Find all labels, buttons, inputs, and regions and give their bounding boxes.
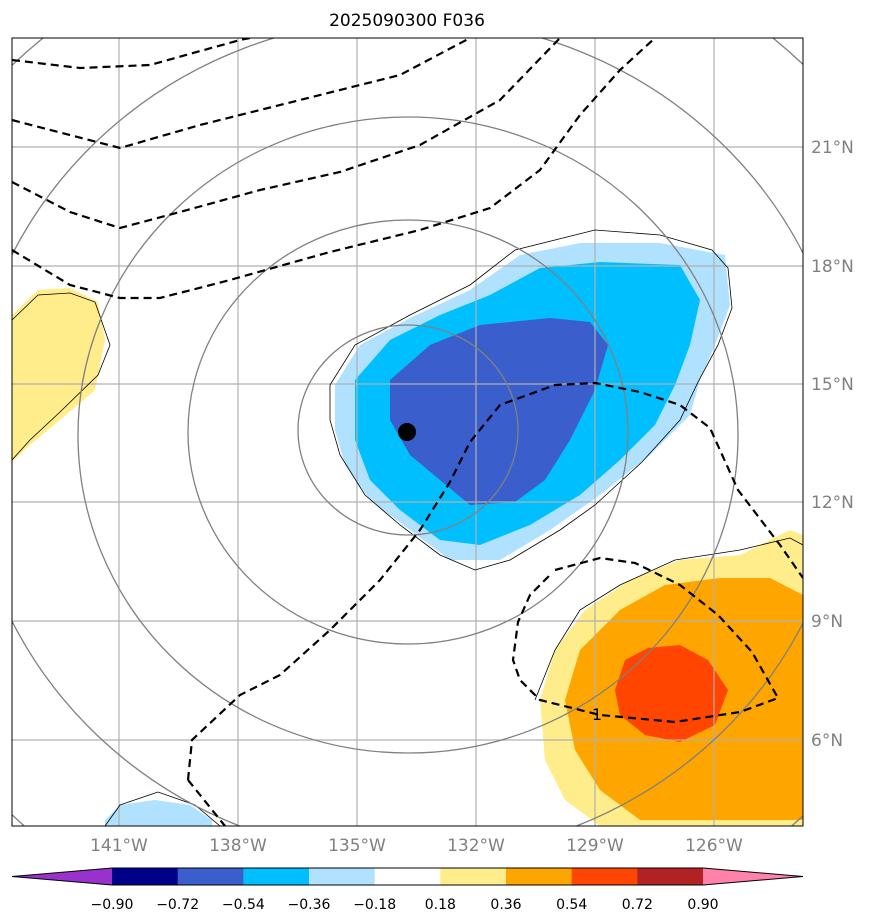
contour-label: 1: [592, 705, 602, 724]
colorbar-label: 0.18: [425, 897, 456, 913]
colorbar-extend-low: [12, 868, 112, 885]
colorbar-label: 0.72: [622, 897, 653, 913]
colorbar-bin: [309, 868, 376, 885]
lon-label: 129°W: [566, 836, 624, 856]
colorbar-extend-high: [703, 868, 803, 885]
lat-label: 21°N: [811, 138, 854, 158]
storm-center-marker: [398, 423, 416, 441]
colorbar-label: −0.72: [156, 897, 199, 913]
lon-label: 141°W: [90, 836, 148, 856]
colorbar-label: −0.90: [91, 897, 134, 913]
lat-label: 6°N: [811, 731, 843, 751]
lat-label: 9°N: [811, 612, 843, 632]
map-title: 2025090300 F036: [329, 11, 485, 31]
colorbar-bin: [374, 868, 441, 885]
colorbar-label: 0.54: [556, 897, 587, 913]
lon-label: 126°W: [685, 836, 743, 856]
colorbar-label: −0.36: [288, 897, 331, 913]
colorbar-bin: [506, 868, 573, 885]
colorbar-bin: [243, 868, 310, 885]
negative-anomaly-shading: [105, 243, 730, 826]
positive-anomaly-southeast: [540, 530, 803, 826]
lon-label: 135°W: [328, 836, 386, 856]
colorbar-label: −0.54: [222, 897, 265, 913]
colorbar: −0.90 −0.72 −0.54 −0.36 −0.18 0.18 0.36 0.54 0.7…: [11, 867, 804, 913]
colorbar-outline: [11, 867, 804, 886]
positive-anomaly-west: [12, 288, 105, 462]
colorbar-bin: [637, 868, 704, 885]
colorbar-bin: [112, 868, 179, 885]
colorbar-label: 0.36: [490, 897, 521, 913]
lat-label: 15°N: [811, 375, 854, 395]
lat-label: 12°N: [811, 493, 854, 513]
graticule: [12, 38, 803, 826]
lat-label: 18°N: [811, 257, 854, 277]
colorbar-label: 0.90: [687, 897, 718, 913]
anomaly-outlines: [12, 229, 803, 826]
dashed-contours: [12, 38, 803, 826]
colorbar-label: −0.18: [353, 897, 396, 913]
lon-label: 132°W: [447, 836, 505, 856]
colorbar-bin: [440, 868, 507, 885]
map-frame: [11, 37, 804, 827]
colorbar-bin: [571, 868, 638, 885]
latitude-labels: 21°N 18°N 15°N 12°N 9°N 6°N: [811, 138, 854, 751]
colorbar-bin: [177, 868, 244, 885]
lon-label: 138°W: [209, 836, 267, 856]
longitude-labels: 141°W 138°W 135°W 132°W 129°W 126°W: [90, 836, 743, 856]
